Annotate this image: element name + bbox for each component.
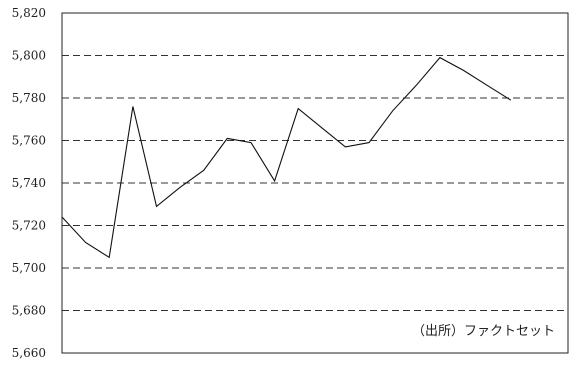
y-tick-label: 5,760 [12,134,46,148]
y-tick-label: 5,660 [12,346,46,360]
y-tick-label: 5,780 [12,91,46,105]
series-layer [62,58,511,258]
y-axis-ticks: 5,660 5,680 5,700 5,720 5,740 5,760 5,780 5,800… [12,6,46,360]
y-tick-label: 5,800 [12,49,46,63]
y-tick-label: 5,680 [12,304,46,318]
y-tick-label: 5,720 [12,219,46,233]
y-tick-label: 5,740 [12,176,46,190]
y-tick-label: 5,820 [12,6,46,20]
y-tick-label: 5,700 [12,261,46,275]
source-annotation: （出所）ファクトセット [412,324,555,339]
gridlines [62,56,568,311]
series-line [62,58,511,258]
